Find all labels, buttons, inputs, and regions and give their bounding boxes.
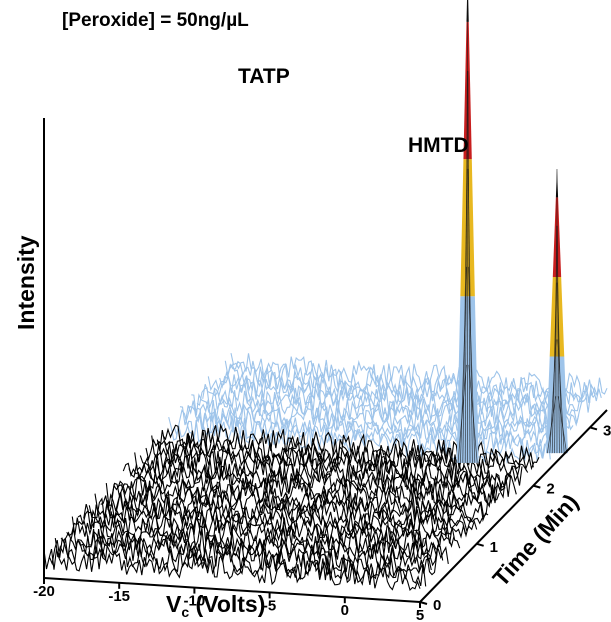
x-axis-label-rest: (Volts) <box>189 591 265 617</box>
peak-stripe <box>556 225 560 454</box>
noise-ridge-line <box>83 503 461 550</box>
noise-ridge-line <box>196 387 574 437</box>
peak-stripe <box>468 364 478 463</box>
peak-stripe <box>464 70 468 463</box>
y-tick-mark <box>419 601 428 605</box>
x-tick-label: -10 <box>184 593 206 610</box>
x-axis-label: Vc (Volts) <box>166 591 265 620</box>
chart-subtitle: [Peroxide] = 50ng/µL <box>62 10 249 31</box>
y-axis-label: Time (Min) <box>487 489 583 592</box>
x-axis-label-main: V <box>166 591 182 617</box>
y-tick-label: 2 <box>546 481 554 498</box>
y-tick-mark <box>533 484 541 489</box>
x-axis-line <box>43 577 421 603</box>
x-tick-label: -5 <box>263 597 276 614</box>
noise-ridge-line <box>49 536 427 587</box>
noise-ridge-line <box>43 547 421 592</box>
peak-stripe <box>549 339 557 454</box>
x-tick-label: -20 <box>33 583 55 600</box>
peak-stripe <box>557 339 565 454</box>
y-tick-label: 0 <box>433 597 441 614</box>
peaks-layer <box>456 0 568 463</box>
peak-label-tatp: TATP <box>238 65 290 88</box>
peak-stripe <box>554 225 558 454</box>
noise-ridge-line <box>168 416 546 464</box>
y-tick-label: 1 <box>490 539 498 556</box>
noise-ridge-line <box>173 409 551 460</box>
y-axis-line <box>419 409 608 603</box>
x-tick-group: -20 -15 -10 -5 0 5 <box>33 578 424 622</box>
noise-ridge-line <box>185 399 563 446</box>
noise-ridge-line <box>94 493 472 539</box>
peak-label-hmtd: HMTD <box>408 134 469 157</box>
x-axis-label-subscript: c <box>181 604 189 620</box>
y-tick-label: 3 <box>603 422 611 439</box>
peak-stripe <box>460 266 468 463</box>
peak-tatp <box>456 0 479 463</box>
z-axis-label: Intensity <box>13 235 39 330</box>
peak-hmtd <box>545 168 568 454</box>
y-tick-mark <box>589 426 598 431</box>
peak-stripe <box>468 266 476 463</box>
x-tick-label: 0 <box>341 602 349 619</box>
peak-stripe <box>467 70 471 463</box>
x-tick-label: 5 <box>416 607 424 622</box>
y-tick-group: 0 1 2 3 <box>419 422 611 614</box>
y-tick-mark <box>476 542 484 547</box>
peak-stripe <box>557 396 567 454</box>
x-tick-label: -15 <box>108 588 130 605</box>
noise-ridge-line <box>224 360 602 405</box>
noise-ridge-line <box>77 509 455 558</box>
